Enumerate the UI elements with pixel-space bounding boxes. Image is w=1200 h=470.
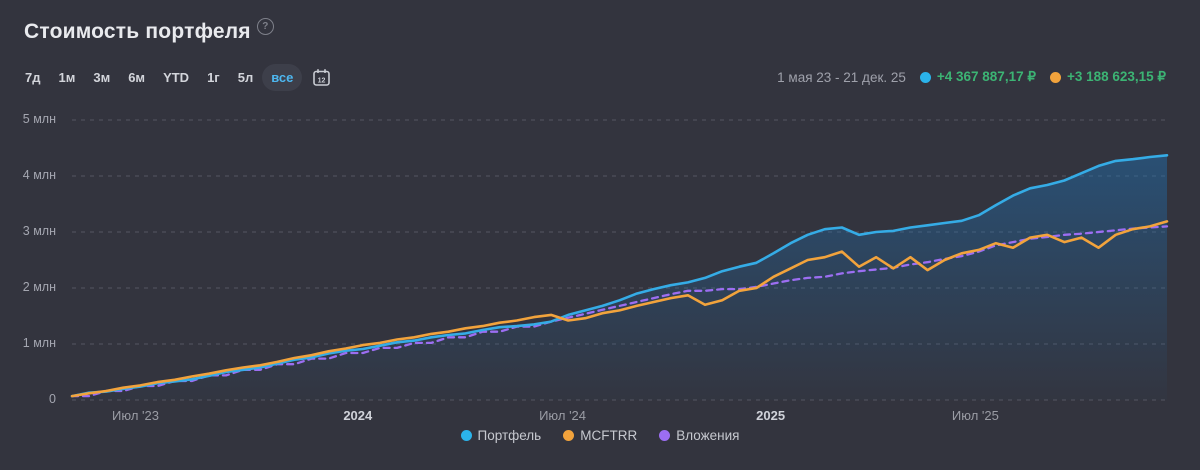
- portfolio-gain-value: +4 367 887,17 ₽: [936, 69, 1036, 84]
- y-tick-label: 4 млн: [22, 168, 56, 182]
- x-tick-label: 2025: [756, 408, 786, 423]
- legend-mcftrr-dot-icon: [563, 430, 575, 441]
- range-button-3m[interactable]: 3м: [84, 64, 119, 91]
- portfolio-dot-icon: [919, 71, 931, 83]
- legend-portfolio-label: Портфель: [477, 428, 542, 443]
- series-line-портфель: [70, 154, 1169, 398]
- legend-portfolio-dot-icon: [460, 430, 472, 441]
- series-line-mcftrr: [70, 220, 1169, 398]
- question-circle-icon[interactable]: ?: [256, 18, 274, 35]
- date-range-label: 1 мая 23 - 21 дек. 25: [777, 69, 906, 85]
- line-chart-svg[interactable]: [0, 100, 1200, 470]
- benchmark-gain: +3 188 623,15 ₽: [1049, 69, 1166, 85]
- portfolio-gain: +4 367 887,17 ₽: [919, 69, 1036, 85]
- range-button-1m[interactable]: 1м: [49, 64, 84, 91]
- series-lines: [70, 154, 1169, 400]
- legend-deposits-dot-icon: [659, 430, 671, 441]
- x-tick-label: 2024: [343, 408, 373, 423]
- series-line-вложения: [70, 225, 1169, 398]
- range-button-ytd[interactable]: YTD: [154, 64, 198, 91]
- x-tick-label: Июл '25: [951, 408, 999, 423]
- y-tick-label: 0: [49, 392, 56, 406]
- range-button-1y[interactable]: 1г: [198, 64, 229, 91]
- legend-mcftrr-label: MCFTRR: [580, 428, 638, 443]
- chart-area[interactable]: 0 1 млн 2 млн 3 млн 4 млн 5 млн Июл '23 2024 Ию…: [0, 100, 1200, 470]
- page-title: Стоимость портфеля: [24, 20, 251, 43]
- y-tick-label: 1 млн: [22, 336, 56, 350]
- y-tick-label: 2 млн: [22, 280, 56, 294]
- range-button-7d[interactable]: 7д: [16, 64, 49, 91]
- range-button-all[interactable]: все: [262, 63, 303, 91]
- range-toolbar: 7д 1м 3м 6м YTD 1г 5л все 12: [16, 63, 1176, 91]
- legend-item-mcftrr[interactable]: MCFTRR: [563, 428, 637, 443]
- calendar-icon[interactable]: 12: [306, 66, 337, 89]
- x-tick-label: Июл '24: [539, 408, 587, 423]
- portfolio-area-fill: [72, 155, 1167, 400]
- y-tick-label: 5 млн: [22, 112, 56, 126]
- benchmark-gain-value: +3 188 623,15 ₽: [1066, 69, 1166, 84]
- svg-text:12: 12: [318, 77, 326, 84]
- y-tick-label: 3 млн: [22, 224, 56, 238]
- period-summary: 1 мая 23 - 21 дек. 25 +4 367 887,17 ₽ +3…: [777, 63, 1166, 91]
- title-row: Стоимость портфеля ?: [24, 18, 274, 44]
- range-button-5y[interactable]: 5л: [229, 64, 263, 91]
- chart-legend: Портфель MCFTRR Вложения: [0, 428, 1200, 443]
- x-tick-label: Июл '23: [112, 408, 159, 423]
- range-button-6m[interactable]: 6м: [119, 64, 154, 91]
- benchmark-dot-icon: [1049, 71, 1061, 83]
- legend-item-portfolio[interactable]: Портфель: [460, 428, 542, 443]
- legend-item-deposits[interactable]: Вложения: [659, 428, 739, 443]
- legend-deposits-label: Вложения: [676, 428, 740, 443]
